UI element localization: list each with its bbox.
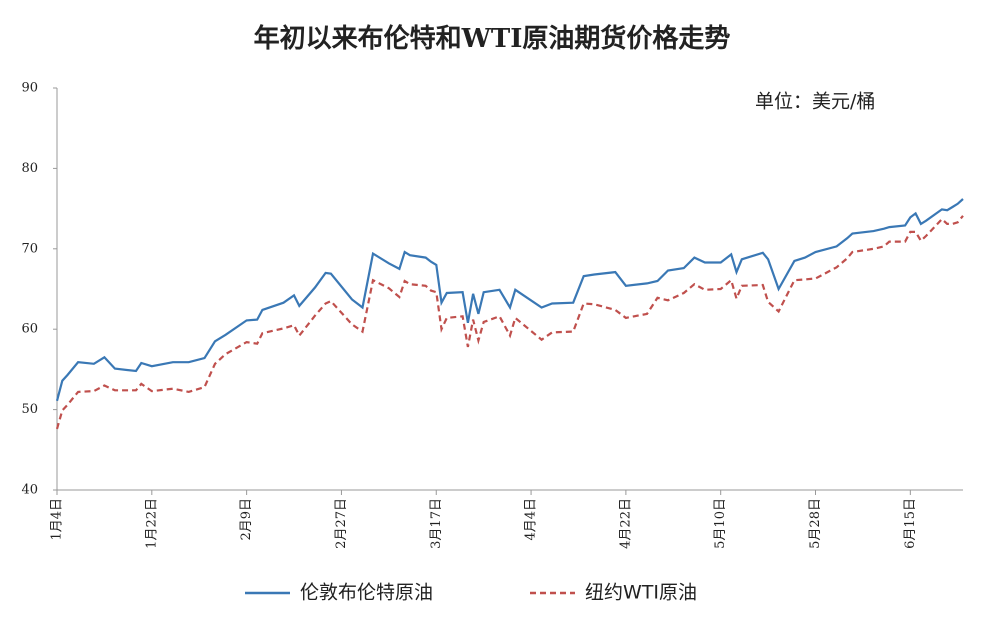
x-tick-label: 3月17日 xyxy=(429,498,444,549)
y-tick-label: 70 xyxy=(21,241,38,256)
line-series xyxy=(55,198,964,402)
line-series xyxy=(55,215,964,430)
x-tick-label: 2月27日 xyxy=(334,498,349,549)
unit-annotation: 单位：美元/桶 xyxy=(755,91,875,113)
x-tick-label: 1月22日 xyxy=(144,498,159,549)
x-tick-label: 6月15日 xyxy=(903,498,918,549)
x-tick-label: 5月28日 xyxy=(808,498,823,549)
y-tick-label: 40 xyxy=(21,483,38,498)
x-tick-label: 4月22日 xyxy=(618,498,633,549)
legend-label: 伦敦布伦特原油 xyxy=(300,582,433,604)
x-tick-label: 2月9日 xyxy=(239,498,254,541)
x-tick-label: 5月10日 xyxy=(713,498,728,549)
y-tick-label: 50 xyxy=(21,402,38,417)
y-tick-label: 90 xyxy=(21,81,38,96)
chart-title: 年初以来布伦特和WTI原油期货价格走势 xyxy=(254,23,731,54)
legend-label: 纽约WTI原油 xyxy=(585,582,697,604)
x-tick-label: 4月4日 xyxy=(524,498,539,541)
x-tick-label: 1月4日 xyxy=(50,498,65,541)
y-tick-label: 60 xyxy=(21,322,38,337)
y-tick-label: 80 xyxy=(21,161,38,176)
